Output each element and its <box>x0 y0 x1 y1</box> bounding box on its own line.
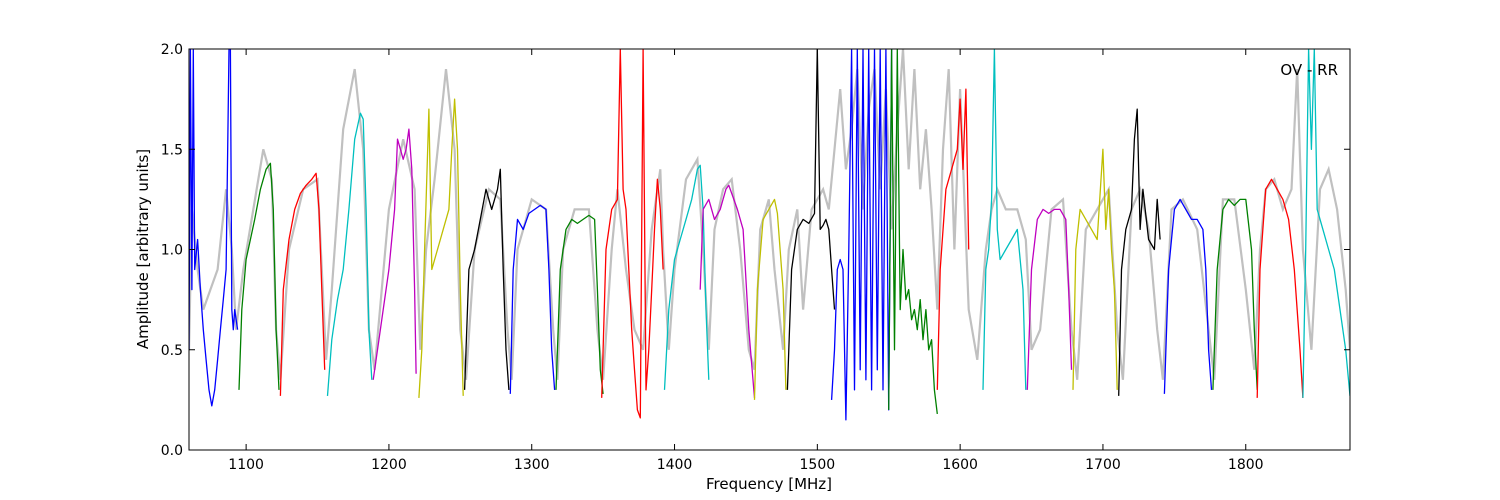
x-tick-label: 1800 <box>1228 457 1264 473</box>
spectrum-segment-10 <box>601 49 664 419</box>
background-series-layer <box>189 49 1350 380</box>
spectrum-segment-15 <box>830 49 893 421</box>
background-spectrum-line <box>189 49 1350 380</box>
x-tick-label: 1200 <box>371 457 407 473</box>
spectrum-segment-19 <box>1026 208 1073 390</box>
series-layer <box>189 49 1350 421</box>
spectrum-segment-7 <box>463 168 510 390</box>
x-axis-label: Frequency [MHz] <box>706 475 832 493</box>
spectrum-segment-1 <box>189 49 239 407</box>
y-tick-label: 2.0 <box>161 42 183 58</box>
spectrum-segment-22 <box>1163 198 1213 394</box>
axis-ticks: 1100 1200 1300 1400 1500 1600 1700 1800 0.0 0.5 1.… <box>161 42 1350 473</box>
spectrum-segment-23 <box>1212 198 1258 390</box>
spectrum-segment-11 <box>663 164 710 390</box>
spectrum-segment-25 <box>1302 49 1350 398</box>
spectrum-segment-2 <box>238 162 280 390</box>
x-tick-label: 1600 <box>942 457 978 473</box>
x-tick-label: 1300 <box>514 457 550 473</box>
spectrum-segment-20 <box>1072 148 1118 390</box>
y-tick-label: 1.5 <box>161 142 183 158</box>
spectrum-segment-17 <box>936 88 970 390</box>
spectrum-segment-3 <box>279 172 326 396</box>
spectrum-segment-16 <box>888 49 938 414</box>
spectrum-segment-8 <box>509 204 556 394</box>
y-axis-label: Amplitude [arbitrary units] <box>134 149 152 349</box>
spectrum-segment-18 <box>982 49 1027 390</box>
spectrum-segment-21 <box>1118 108 1161 396</box>
spectrum-segment-6 <box>418 98 464 398</box>
plot-frame <box>188 48 1351 451</box>
spectrum-segment-24 <box>1256 178 1304 398</box>
y-tick-label: 0.0 <box>161 443 183 459</box>
x-tick-label: 1400 <box>657 457 693 473</box>
spectrum-segment-13 <box>753 198 787 400</box>
spectrum-segment-4 <box>326 112 373 396</box>
spectrum-segment-9 <box>555 214 604 394</box>
x-tick-label: 1500 <box>800 457 836 473</box>
y-tick-label: 0.5 <box>161 343 183 359</box>
spectrum-segment-5 <box>372 128 417 380</box>
spectrum-segment-12 <box>699 184 756 398</box>
spectrum-segment-14 <box>786 49 836 390</box>
y-tick-label: 1.0 <box>161 243 183 259</box>
x-tick-label: 1700 <box>1085 457 1121 473</box>
x-tick-label: 1100 <box>228 457 264 473</box>
chart-annotation: OV - RR <box>1280 61 1338 79</box>
